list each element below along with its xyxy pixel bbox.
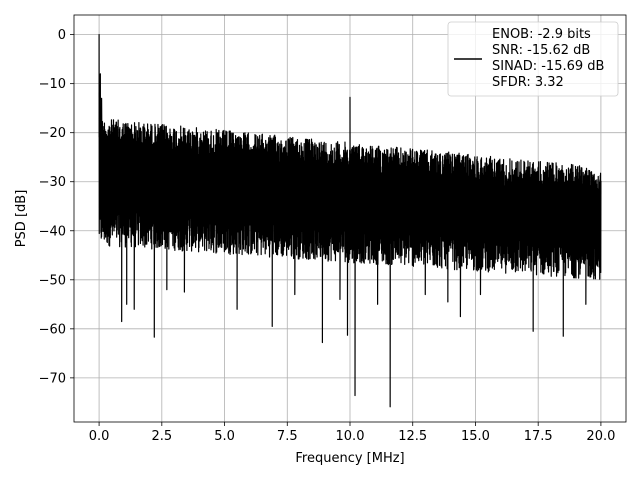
y-tick-label: −50 (39, 273, 66, 288)
legend-entry-line: SINAD: -15.69 dB (492, 59, 604, 74)
tick-layer: 0.0 2.5 5.0 7.5 10.0 12.5 15.0 17.5 20.0 0 −10 −20 −… (39, 28, 616, 444)
legend-entry-line: SNR: -15.62 dB (492, 43, 590, 58)
y-tick-label: −30 (39, 175, 66, 190)
legend-box (447, 21, 619, 97)
x-tick-label: 10.0 (336, 429, 365, 444)
x-tick-label: 7.5 (277, 429, 298, 444)
y-tick-label: −70 (39, 371, 66, 386)
psd-series-line (98, 34, 602, 408)
y-tick-label: −20 (39, 126, 66, 141)
x-tick-label: 15.0 (461, 429, 490, 444)
y-tick-label: −40 (39, 224, 66, 239)
x-tick-label: 5.0 (214, 429, 235, 444)
x-axis-label: Frequency [MHz] (295, 451, 404, 466)
x-tick-label: 17.5 (524, 429, 553, 444)
x-tick-label: 2.5 (151, 429, 172, 444)
y-tick-label: 0 (58, 28, 66, 43)
y-axis-label: PSD [dB] (14, 190, 29, 248)
x-tick-label: 12.5 (398, 429, 427, 444)
legend-entry-line: ENOB: -2.9 bits (492, 27, 591, 42)
series-layer (98, 34, 602, 408)
y-tick-label: −10 (39, 77, 66, 92)
legend-entry-line: SFDR: 3.32 (492, 75, 564, 90)
x-tick-label: 0.0 (89, 429, 110, 444)
x-tick-label: 20.0 (586, 429, 615, 444)
y-tick-label: −60 (39, 322, 66, 337)
